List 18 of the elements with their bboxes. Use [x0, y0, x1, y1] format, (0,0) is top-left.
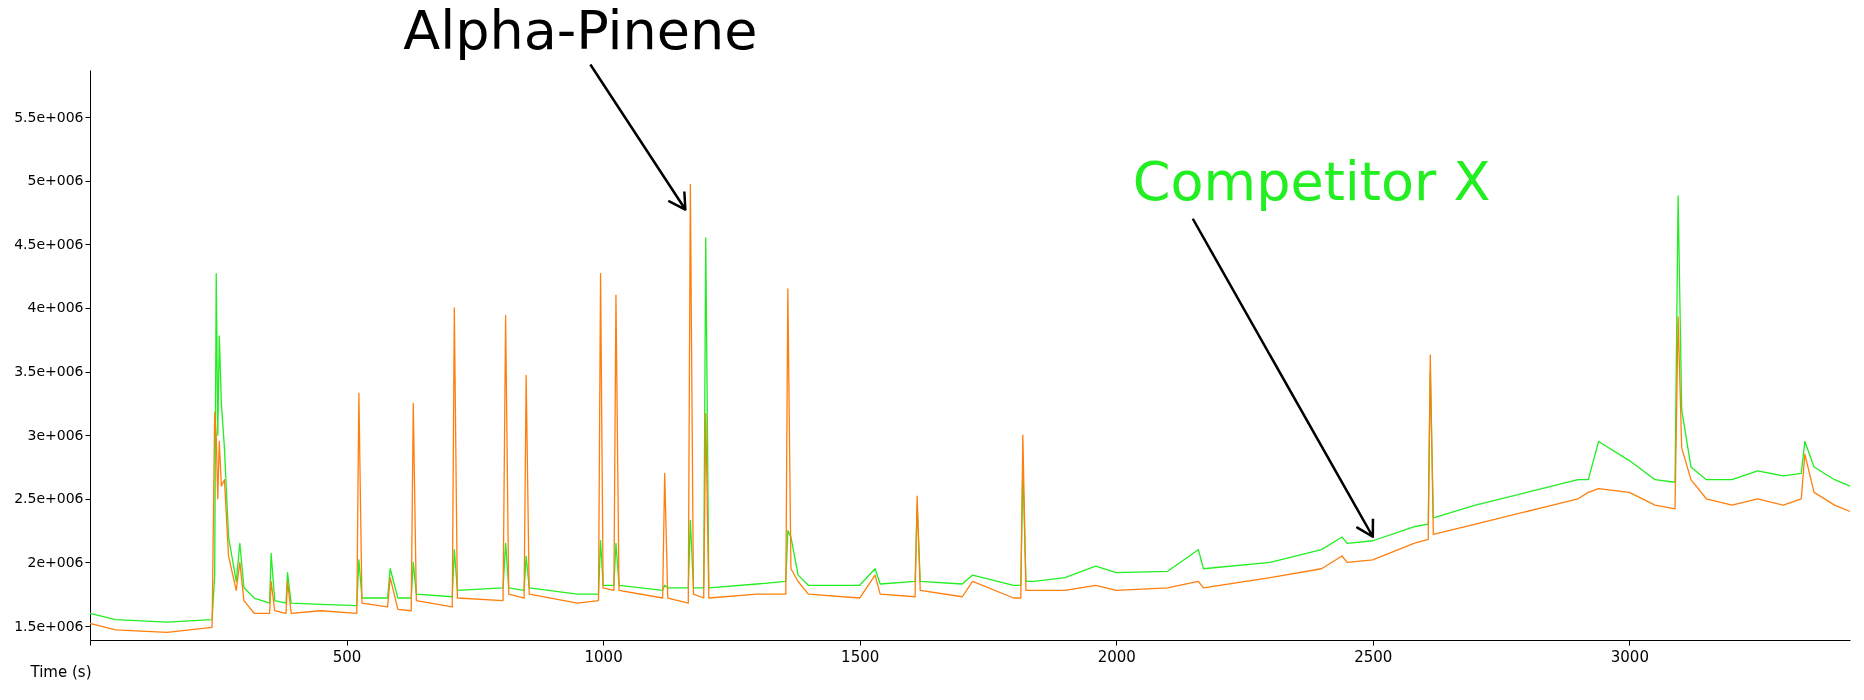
y-tick-label: 2.5e+006	[14, 490, 84, 507]
y-tick-label: 1.5e+006	[14, 617, 84, 634]
y-tick-label: 4.5e+006	[14, 235, 84, 252]
y-tick-label: 4e+006	[27, 299, 84, 316]
y-tick-label: 3e+006	[27, 426, 84, 443]
text: Competitor X	[1132, 149, 1491, 213]
x-tick-label: 500	[332, 647, 362, 666]
y-tick-label: 3.5e+006	[14, 363, 84, 380]
x-tick-label: 2500	[1354, 647, 1393, 666]
x-tick-label: 1500	[841, 647, 880, 666]
x-axis-title: Time (s)	[29, 662, 92, 681]
x-tick-label: 1000	[584, 647, 623, 666]
y-tick-label: 5.5e+006	[14, 108, 84, 125]
annotation: Alpha-Pinene	[403, 0, 758, 62]
x-tick-label: 3000	[1610, 647, 1649, 666]
y-tick-label: 5e+006	[27, 172, 84, 189]
x-tick-label: 2000	[1097, 647, 1136, 666]
y-tick-label: 2e+006	[27, 553, 84, 570]
